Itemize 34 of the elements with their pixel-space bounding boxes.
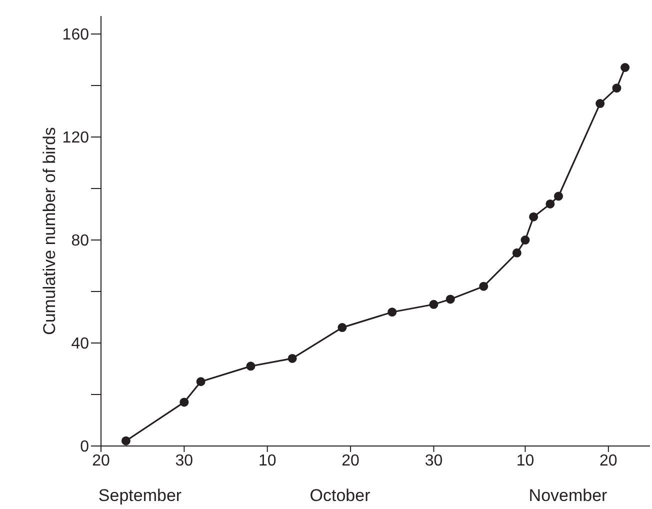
point <box>338 323 347 332</box>
point <box>446 294 455 304</box>
y-tick-label: 0 <box>80 438 90 456</box>
x-tick-label: 20 <box>600 452 618 470</box>
point <box>288 354 297 363</box>
point <box>429 300 438 309</box>
point <box>596 99 605 108</box>
x-tick-label: 10 <box>258 452 276 470</box>
point <box>529 212 538 222</box>
point <box>520 236 530 245</box>
point <box>612 84 622 93</box>
x-tick-label: 30 <box>424 452 443 470</box>
point <box>196 377 206 386</box>
y-tick-label: 80 <box>71 232 90 250</box>
point <box>512 248 522 258</box>
x-tick-label: 30 <box>175 452 194 470</box>
text: November <box>528 486 608 506</box>
text: September <box>98 486 182 506</box>
point <box>479 282 488 291</box>
y-tick-label: 40 <box>71 336 90 353</box>
x-tick-label: 10 <box>516 452 534 470</box>
point <box>546 199 555 208</box>
y-tick-label: 160 <box>62 26 90 44</box>
y-axis-title: Cumulative number of birds <box>40 127 60 335</box>
point <box>554 192 563 201</box>
point <box>620 62 630 72</box>
point <box>246 362 256 371</box>
x-tick-label: 20 <box>342 452 360 470</box>
point <box>180 398 189 407</box>
point <box>121 436 130 446</box>
text: October <box>310 486 370 506</box>
x-tick-label: 20 <box>92 452 110 470</box>
y-tick-label: 120 <box>62 130 90 147</box>
point <box>388 308 397 317</box>
